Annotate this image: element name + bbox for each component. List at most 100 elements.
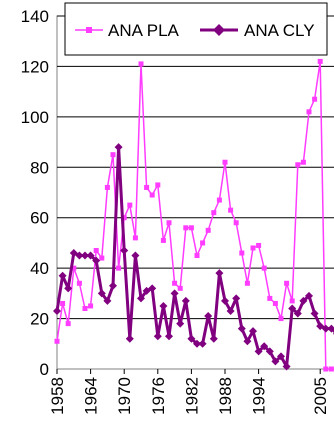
data-point-ana-pla <box>244 280 250 286</box>
data-point-ana-cly <box>299 296 308 305</box>
data-point-ana-pla <box>188 225 194 231</box>
data-point-ana-pla <box>250 245 256 251</box>
data-point-ana-pla <box>54 338 60 344</box>
data-point-ana-cly <box>243 337 252 346</box>
data-point-ana-pla <box>60 300 66 306</box>
x-tick-label: 1958 <box>48 377 67 415</box>
data-point-ana-cly <box>64 284 73 293</box>
plot-area <box>56 15 334 370</box>
data-point-ana-cly <box>321 324 330 333</box>
data-point-ana-cly <box>254 347 263 356</box>
data-point-ana-cly <box>176 319 185 328</box>
legend-marker-ana-cly <box>213 24 225 36</box>
data-point-ana-pla <box>239 250 245 256</box>
x-tick-label: 1976 <box>149 377 168 415</box>
y-tick-label: 0 <box>40 360 49 379</box>
data-point-ana-cly <box>148 284 157 293</box>
data-point-ana-pla <box>65 321 71 327</box>
data-point-ana-pla <box>200 240 206 246</box>
data-point-ana-cly <box>305 291 313 300</box>
data-point-ana-cly <box>221 296 229 305</box>
x-tick-label: 2005 <box>311 377 330 415</box>
data-point-ana-pla <box>317 58 323 64</box>
data-point-ana-pla <box>267 295 273 301</box>
data-point-ana-pla <box>216 197 222 203</box>
data-point-ana-pla <box>144 184 150 190</box>
y-tick-label: 40 <box>30 259 49 278</box>
data-point-ana-pla <box>272 300 278 306</box>
data-point-ana-cly <box>58 271 67 280</box>
legend-box <box>64 2 328 56</box>
data-point-ana-pla <box>306 109 312 115</box>
data-point-ana-pla <box>121 215 127 221</box>
data-point-ana-cly <box>125 334 134 343</box>
data-point-ana-cly <box>198 339 207 348</box>
data-point-ana-pla <box>233 220 239 226</box>
data-point-ana-pla <box>132 235 138 241</box>
y-tick-label: 80 <box>30 158 49 177</box>
data-point-ana-pla <box>323 366 329 372</box>
data-point-ana-pla <box>300 159 306 165</box>
data-point-ana-cly <box>109 281 117 290</box>
data-point-ana-cly <box>260 342 269 351</box>
data-point-ana-cly <box>86 251 95 260</box>
data-point-ana-pla <box>110 152 116 158</box>
data-point-ana-pla <box>138 61 144 67</box>
data-point-ana-cly <box>142 286 151 295</box>
data-point-ana-cly <box>92 256 101 265</box>
y-tick-label: 60 <box>30 209 49 228</box>
data-point-ana-pla <box>93 247 99 253</box>
data-point-ana-cly <box>209 334 218 343</box>
data-point-ana-pla <box>116 265 122 271</box>
data-point-ana-cly <box>327 324 334 333</box>
data-point-ana-pla <box>155 182 161 188</box>
data-point-ana-cly <box>165 332 173 341</box>
data-point-ana-pla <box>278 316 284 322</box>
x-tick-label: 1994 <box>250 377 269 415</box>
data-point-ana-pla <box>289 298 295 304</box>
data-point-ana-pla <box>295 162 301 168</box>
data-point-ana-pla <box>222 159 228 165</box>
data-point-ana-pla <box>177 285 183 291</box>
data-point-ana-pla <box>228 207 234 213</box>
data-point-ana-cly <box>131 251 140 260</box>
data-point-ana-pla <box>71 265 77 271</box>
x-tick-label: 1970 <box>115 377 134 415</box>
data-point-ana-pla <box>205 227 211 233</box>
x-tick-label: 1982 <box>182 377 201 415</box>
data-point-ana-pla <box>312 96 318 102</box>
data-point-ana-pla <box>328 366 334 372</box>
data-point-ana-cly <box>232 294 241 303</box>
data-point-ana-cly <box>288 304 297 313</box>
series-group <box>53 58 334 372</box>
data-point-ana-cly <box>271 357 280 366</box>
x-axis: 1958 1964 1970 1976 1982 1988 1994 2005 <box>48 369 330 415</box>
data-point-ana-cly <box>114 143 123 152</box>
data-point-ana-cly <box>204 312 213 321</box>
y-tick-label: 100 <box>21 108 49 127</box>
legend: ANA PLA ANA CLY <box>64 2 328 56</box>
data-point-ana-cly <box>153 332 162 341</box>
data-point-ana-cly <box>316 322 325 331</box>
data-point-ana-cly <box>120 246 129 255</box>
data-point-ana-pla <box>160 237 166 243</box>
data-point-ana-pla <box>172 280 178 286</box>
data-point-ana-pla <box>82 305 88 311</box>
data-point-ana-cly <box>103 296 112 305</box>
data-point-ana-pla <box>256 242 262 248</box>
data-point-ana-pla <box>183 225 189 231</box>
data-point-ana-cly <box>193 339 201 348</box>
data-point-ana-pla <box>166 220 172 226</box>
data-point-ana-pla <box>104 184 110 190</box>
data-point-ana-cly <box>237 324 246 333</box>
data-point-ana-pla <box>211 210 217 216</box>
data-point-ana-cly <box>293 309 302 318</box>
data-point-ana-cly <box>97 289 106 298</box>
y-tick-label: 140 <box>21 7 49 26</box>
data-point-ana-cly <box>226 307 235 316</box>
data-point-ana-cly <box>137 294 145 303</box>
data-point-ana-cly <box>53 307 61 316</box>
data-point-ana-cly <box>75 251 84 260</box>
legend-label-ana-pla: ANA PLA <box>108 21 180 40</box>
